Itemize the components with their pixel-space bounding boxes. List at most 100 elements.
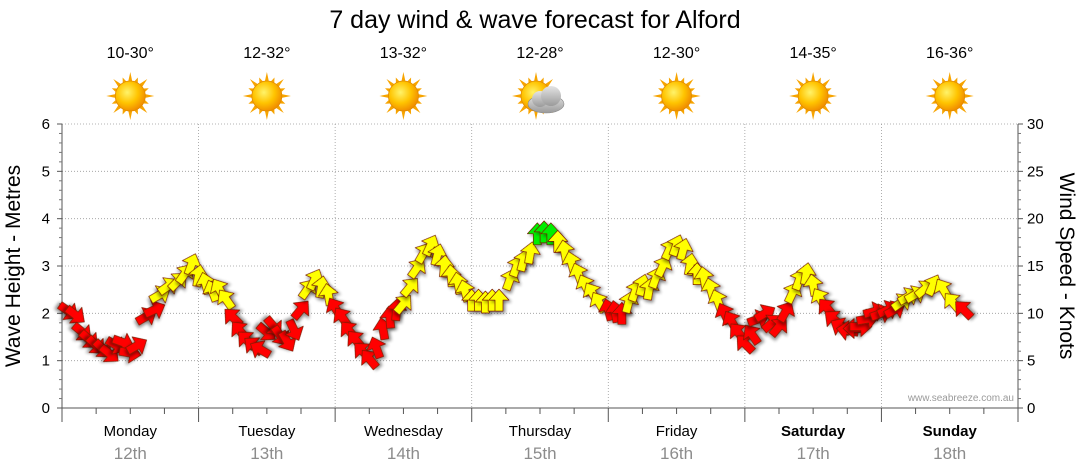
- left-tick-label: 3: [42, 258, 50, 275]
- sun-ray: [128, 110, 133, 120]
- day-temp-range: 10-30°: [107, 45, 154, 62]
- wind-arrow: [399, 278, 419, 299]
- sun-ray: [545, 79, 553, 87]
- right-tick-label: 0: [1027, 400, 1035, 417]
- sun-ray: [276, 105, 284, 113]
- right-tick-label: 25: [1027, 163, 1044, 180]
- wind-arrow: [392, 295, 412, 316]
- day-date: 17th: [797, 444, 830, 463]
- wind-arrow: [284, 318, 304, 341]
- sun-ray: [386, 105, 395, 113]
- sun-ray: [379, 94, 389, 98]
- day-name: Wednesday: [364, 423, 443, 440]
- wind-arrow: [434, 254, 455, 278]
- sun-ray: [932, 105, 941, 113]
- left-tick-label: 5: [42, 163, 50, 180]
- sun-ray: [249, 105, 258, 113]
- sun-ray: [412, 79, 421, 87]
- sun-ray: [947, 110, 952, 120]
- sun-ray: [106, 94, 116, 98]
- sun-disc: [388, 80, 419, 112]
- sun-ray: [276, 79, 284, 87]
- sun-ray: [139, 79, 148, 87]
- left-tick-label: 6: [42, 116, 50, 133]
- sun-icon: [242, 72, 291, 120]
- left-axis-title: Wave Height - Metres: [2, 165, 25, 367]
- day-name: Saturday: [781, 423, 846, 440]
- sun-disc: [251, 80, 283, 112]
- cloud-puff: [541, 86, 561, 106]
- left-tick-label: 0: [42, 400, 50, 417]
- sun-ray: [512, 94, 522, 98]
- sun-ray: [249, 79, 258, 87]
- grid: [62, 123, 1018, 408]
- day-temp-range: 12-32°: [243, 45, 290, 62]
- sun-ray: [659, 105, 668, 113]
- sun-ray: [789, 94, 799, 98]
- sun-ray: [811, 110, 816, 120]
- sun-ray: [659, 79, 668, 87]
- sun-icon: [106, 72, 155, 120]
- sun-ray: [113, 105, 122, 113]
- right-tick-label: 10: [1027, 305, 1044, 322]
- sun-ray: [947, 72, 952, 82]
- sun-ray: [401, 110, 406, 120]
- right-tick-label: 30: [1027, 116, 1044, 133]
- sun-ray: [534, 110, 538, 120]
- left-tick-label: 2: [42, 305, 50, 322]
- wind-arrow: [142, 300, 166, 319]
- sun-ray: [128, 72, 133, 82]
- day-temp-range: 13-32°: [380, 45, 427, 62]
- sun-cloud-icon: [512, 72, 565, 120]
- wind-arrow: [366, 336, 386, 360]
- wind-arrow: [743, 324, 762, 346]
- cloud-icon: [527, 86, 565, 114]
- sun-disc: [797, 80, 829, 112]
- day-name: Tuesday: [238, 423, 295, 440]
- sun-ray: [796, 79, 804, 87]
- day-date: 12th: [114, 444, 147, 463]
- wind-arrow: [250, 340, 272, 359]
- wind-arrow: [440, 264, 462, 288]
- sun-ray: [145, 94, 155, 98]
- day-name: Friday: [656, 423, 698, 440]
- sun-icon: [379, 72, 428, 120]
- sun-ray: [691, 94, 701, 98]
- right-tick-label: 15: [1027, 258, 1044, 275]
- wind-arrow: [217, 289, 236, 311]
- wind-arrow: [125, 336, 147, 355]
- right-tick-label: 5: [1027, 353, 1035, 370]
- sun-disc: [114, 80, 146, 112]
- sun-ray: [519, 79, 527, 87]
- left-tick-label: 4: [42, 211, 50, 228]
- sun-ray: [958, 105, 967, 113]
- sun-ray: [264, 72, 269, 82]
- sun-ray: [418, 94, 428, 98]
- day-temp-range: 16-36°: [926, 45, 973, 62]
- sun-ray: [281, 94, 291, 98]
- day-date: 18th: [933, 444, 966, 463]
- day-date: 16th: [660, 444, 693, 463]
- sun-ray: [139, 105, 148, 113]
- sun-ray: [519, 105, 527, 113]
- wind-arrow: [488, 288, 510, 312]
- wind-arrow: [290, 300, 310, 321]
- right-axis-title: Wind Speed - Knots: [1055, 173, 1078, 360]
- daily-temperatures: 10-30° 12-32° 13-32° 12-28° 12-30° 14-35° 16-3…: [107, 45, 974, 62]
- day-name: Thursday: [509, 423, 572, 440]
- sun-ray: [822, 105, 831, 113]
- wind-arrow: [64, 304, 85, 324]
- day-date: 13th: [250, 444, 283, 463]
- day-name: Sunday: [923, 423, 978, 440]
- wind-arrow: [673, 238, 694, 262]
- sun-icon: [789, 72, 838, 120]
- sun-ray: [685, 79, 694, 87]
- sun-disc: [661, 80, 692, 112]
- sun-disc: [934, 80, 966, 112]
- chart-title: 7 day wind & wave forecast for Alford: [329, 6, 740, 34]
- wind-arrow: [768, 317, 788, 338]
- sun-ray: [685, 105, 694, 113]
- sun-ray: [925, 94, 935, 98]
- sun-ray: [828, 94, 838, 98]
